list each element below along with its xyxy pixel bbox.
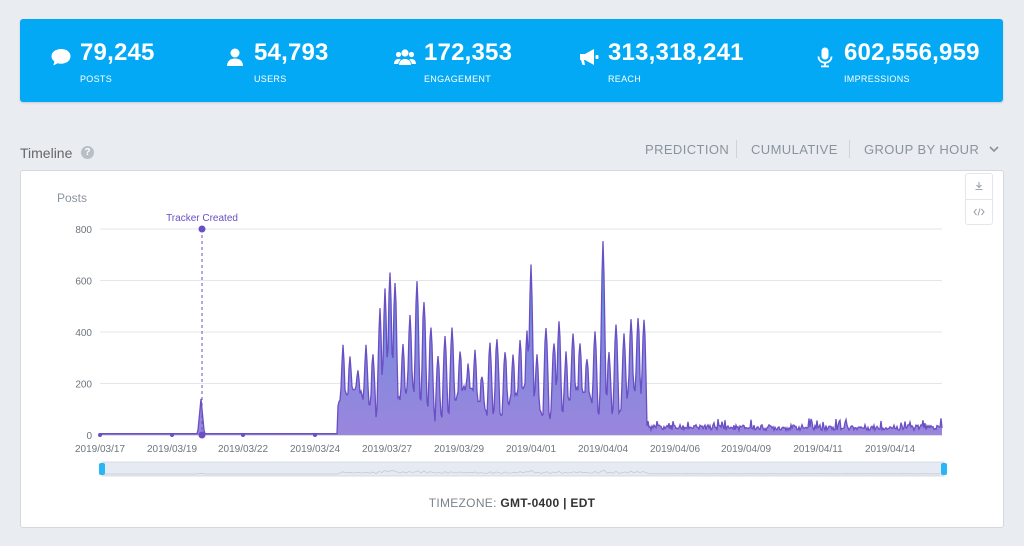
- help-icon[interactable]: ?: [81, 146, 94, 159]
- download-button[interactable]: [966, 174, 992, 199]
- annotation-base-marker: [198, 431, 206, 439]
- navigator-handle-right[interactable]: [941, 463, 947, 475]
- users-icon: [394, 49, 416, 65]
- stat-label: REACH: [608, 74, 642, 84]
- y-tick-label: 800: [75, 225, 92, 236]
- x-tick-label: 2019/03/24: [290, 444, 340, 455]
- x-tick-label: 2019/03/22: [218, 444, 268, 455]
- y-axis-title: Posts: [57, 191, 87, 205]
- stats-banner: 79,245 POSTS 54,793 USERS 172,353 ENGAGE…: [20, 19, 1003, 102]
- y-tick-label: 0: [86, 431, 92, 442]
- x-tick-label: 2019/04/14: [865, 444, 915, 455]
- data-point: [98, 433, 102, 437]
- data-point: [313, 433, 317, 437]
- x-tick-label: 2019/04/11: [793, 444, 843, 455]
- annotation-marker[interactable]: [198, 225, 206, 233]
- y-tick-label: 200: [75, 380, 92, 391]
- x-tick-label: 2019/04/06: [650, 444, 700, 455]
- y-tick-label: 400: [75, 328, 92, 339]
- microphone-icon: [817, 47, 833, 68]
- timezone-label: TIMEZONE:: [428, 496, 497, 510]
- megaphone-icon: [580, 49, 599, 65]
- chart-tools: [965, 173, 993, 225]
- timeline-title: Timeline: [20, 145, 73, 161]
- posts-line: [100, 241, 943, 435]
- group-by-dropdown[interactable]: GROUP BY HOUR: [864, 142, 980, 157]
- timezone-footer: TIMEZONE: GMT-0400 | EDT: [0, 496, 1024, 510]
- annotation-label: Tracker Created: [166, 213, 238, 224]
- stat-value: 602,556,959: [844, 39, 980, 66]
- stat-label: USERS: [254, 74, 287, 84]
- stat-value: 172,353: [424, 39, 513, 66]
- x-tick-label: 2019/03/17: [75, 444, 125, 455]
- stat-value: 79,245: [80, 39, 155, 66]
- x-tick-label: 2019/03/19: [147, 444, 197, 455]
- divider: [849, 140, 850, 158]
- data-point: [241, 433, 245, 437]
- prediction-toggle[interactable]: PREDICTION: [645, 142, 730, 157]
- timezone-value: GMT-0400 | EDT: [500, 496, 596, 510]
- x-tick-label: 2019/04/04: [578, 444, 628, 455]
- data-point: [170, 433, 174, 437]
- x-tick-label: 2019/03/27: [362, 444, 412, 455]
- posts-area: [100, 241, 942, 435]
- x-tick-label: 2019/03/29: [434, 444, 484, 455]
- code-icon: [973, 208, 985, 216]
- cumulative-toggle[interactable]: CUMULATIVE: [751, 142, 838, 157]
- x-tick-label: 2019/04/09: [721, 444, 771, 455]
- chevron-down-icon[interactable]: [988, 144, 1000, 154]
- y-tick-label: 600: [75, 277, 92, 288]
- navigator-handle-left[interactable]: [99, 463, 105, 475]
- divider: [736, 140, 737, 158]
- x-tick-label: 2019/04/01: [506, 444, 556, 455]
- stat-label: ENGAGEMENT: [424, 74, 492, 84]
- stat-value: 313,318,241: [608, 39, 744, 66]
- stat-label: POSTS: [80, 74, 113, 84]
- embed-button[interactable]: [966, 199, 992, 225]
- download-icon: [975, 182, 983, 191]
- navigator[interactable]: [99, 461, 947, 477]
- comment-icon: [51, 49, 71, 66]
- stat-label: IMPRESSIONS: [844, 74, 910, 84]
- navigator-series: [100, 469, 940, 475]
- stat-value: 54,793: [254, 39, 329, 66]
- user-icon: [227, 48, 243, 66]
